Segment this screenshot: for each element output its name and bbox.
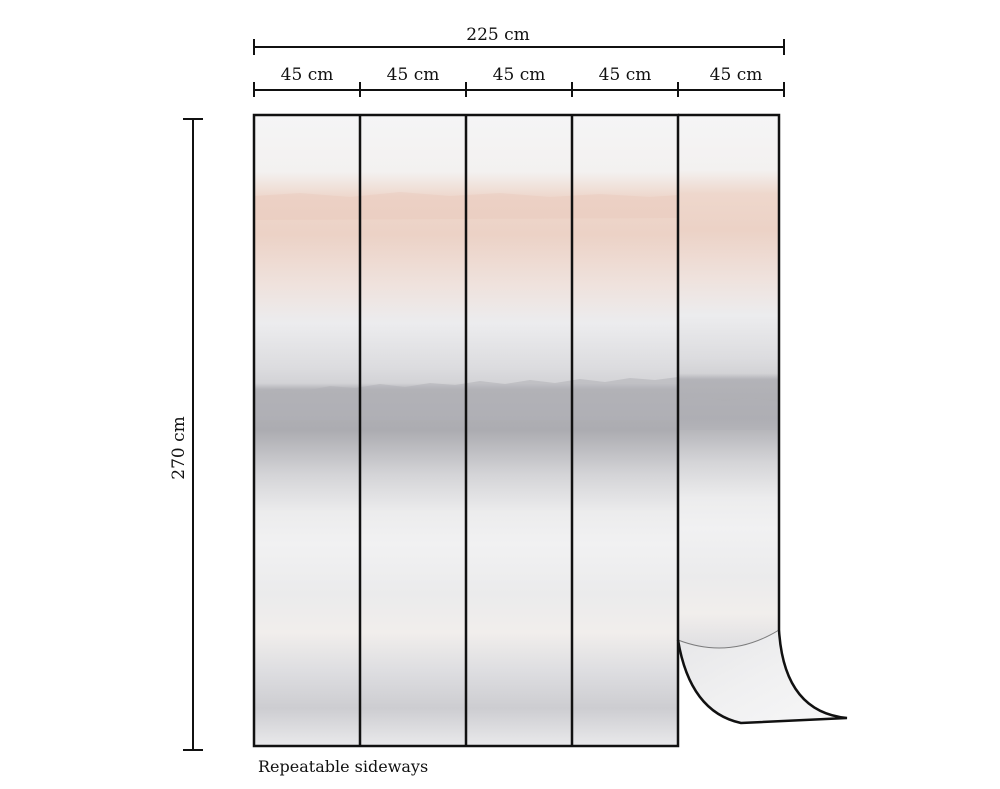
panel-width-label-1: 45 cm	[281, 65, 334, 85]
panel-width-label-4: 45 cm	[599, 65, 652, 85]
wallpaper-panels	[254, 115, 847, 746]
total-height-label: 270 cm	[169, 416, 189, 480]
panel-outlines	[252, 113, 848, 748]
repeatable-note: Repeatable sideways	[258, 757, 428, 776]
panel-width-label-5: 45 cm	[710, 65, 763, 85]
panel-width-dimensions	[253, 82, 785, 97]
total-width-label: 225 cm	[466, 25, 530, 45]
total-height-dimension	[183, 118, 203, 751]
panel-5-curl-underside	[678, 630, 847, 723]
panel-width-label-2: 45 cm	[387, 65, 440, 85]
total-width-dimension	[253, 39, 785, 55]
panel-1	[254, 115, 360, 746]
panel-4	[572, 115, 678, 746]
panel-width-label-3: 45 cm	[493, 65, 546, 85]
panel-2	[360, 115, 466, 746]
panel-5-bleed-edge	[678, 397, 779, 430]
panel-3	[466, 115, 572, 746]
